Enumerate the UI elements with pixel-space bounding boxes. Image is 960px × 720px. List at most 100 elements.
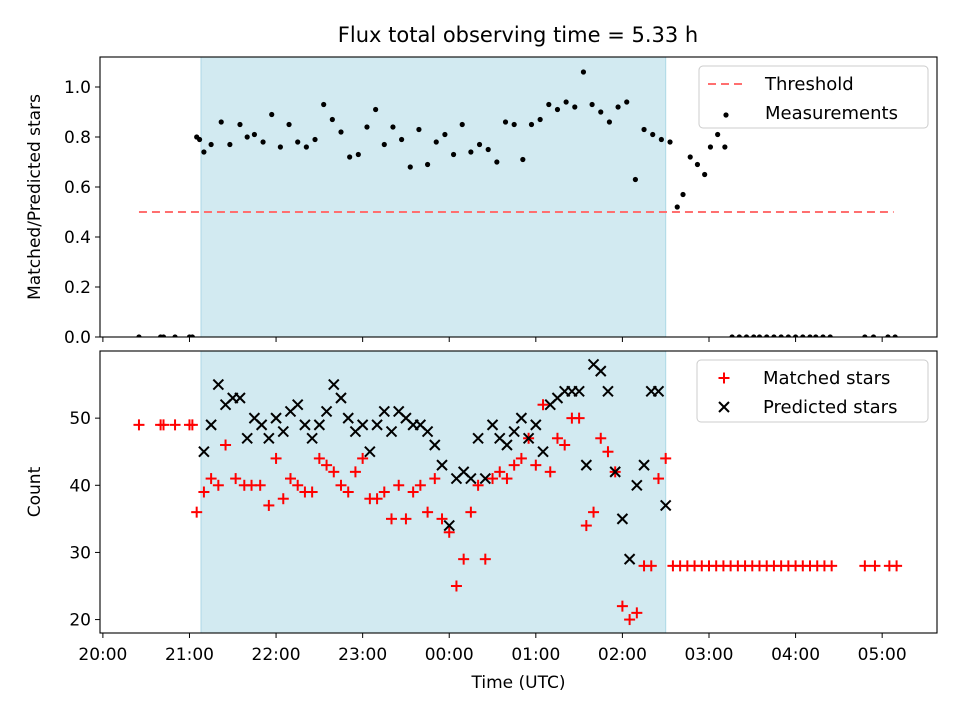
chart-title: Flux total observing time = 5.33 h bbox=[338, 23, 698, 47]
matched-star-point bbox=[530, 459, 542, 471]
measurement-point bbox=[355, 151, 361, 158]
measurement-point bbox=[237, 121, 243, 128]
measurement-point bbox=[476, 141, 483, 148]
predicted-star-point bbox=[580, 459, 593, 471]
measurement-point bbox=[807, 334, 813, 337]
measurement-point bbox=[520, 156, 526, 163]
predicted-star-point bbox=[328, 378, 340, 391]
measurement-point bbox=[407, 164, 413, 170]
matched-star-point bbox=[306, 486, 318, 498]
predicted-star-point bbox=[270, 412, 282, 424]
predicted-star-point bbox=[364, 446, 376, 458]
matched-star-point bbox=[277, 493, 289, 505]
legend-box bbox=[696, 359, 929, 423]
y-axis-label: Count bbox=[25, 466, 45, 517]
measurement-point bbox=[694, 161, 701, 168]
x-tick-label: 00:00 bbox=[425, 645, 474, 665]
x-tick-label: 04:00 bbox=[771, 645, 820, 665]
measurement-point bbox=[424, 161, 431, 168]
legend-box bbox=[698, 65, 929, 129]
legend-label: Measurements bbox=[765, 103, 898, 124]
measurement-point bbox=[598, 109, 604, 115]
matched-star-point bbox=[335, 479, 347, 491]
predicted-star-point bbox=[436, 459, 448, 471]
measurement-point bbox=[321, 101, 327, 108]
predicted-star-point bbox=[385, 425, 398, 438]
measurement-point bbox=[736, 334, 742, 337]
matched-star-point bbox=[321, 459, 333, 471]
measurement-point bbox=[624, 99, 630, 105]
measurement-point bbox=[771, 334, 777, 337]
matched-star-point bbox=[191, 506, 203, 518]
measurement-point bbox=[778, 334, 784, 337]
matched-star-point bbox=[624, 614, 636, 626]
matched-star-point bbox=[580, 520, 592, 532]
matched-star-point bbox=[465, 506, 477, 518]
measurement-point bbox=[792, 334, 799, 337]
predicted-star-point bbox=[299, 419, 311, 431]
measurement-point bbox=[785, 334, 791, 337]
matched-star-point bbox=[254, 479, 266, 491]
measurement-point bbox=[892, 334, 898, 337]
measurement-point bbox=[813, 334, 819, 337]
axes-frame bbox=[99, 56, 938, 338]
measurement-point bbox=[715, 131, 721, 138]
predicted-star-point bbox=[623, 553, 636, 565]
legend-predicted-swatch bbox=[718, 401, 730, 413]
matched-star-point bbox=[407, 486, 419, 498]
matched-star-point bbox=[220, 439, 232, 451]
predicted-star-point bbox=[421, 425, 434, 438]
matched-star-point bbox=[551, 432, 563, 444]
measurement-point bbox=[329, 116, 335, 123]
matched-star-point bbox=[869, 560, 881, 572]
matched-star-point bbox=[270, 452, 282, 464]
measurement-point bbox=[136, 334, 142, 337]
predicted-star-point bbox=[212, 378, 225, 391]
predicted-star-point bbox=[515, 412, 528, 424]
matched-star-point bbox=[588, 506, 600, 518]
y-tick-label: 0.8 bbox=[64, 128, 91, 148]
predicted-star-point bbox=[335, 392, 347, 404]
measurement-point bbox=[680, 191, 686, 198]
measurement-point bbox=[485, 146, 491, 153]
measurement-point bbox=[338, 129, 344, 135]
y-tick-label: 40 bbox=[69, 476, 91, 496]
legend: Matched stars Predicted stars bbox=[696, 359, 929, 423]
measurement-point bbox=[751, 334, 757, 337]
measurement-point bbox=[416, 126, 422, 133]
measurement-point bbox=[160, 334, 167, 337]
predicted-star-point bbox=[378, 405, 390, 418]
measurement-point bbox=[312, 136, 318, 143]
measurement-point bbox=[674, 204, 680, 210]
matched-star-point bbox=[544, 466, 556, 478]
bottom-panel: 20 30 40 50 20:00 21:00 22:00 23:00 00:00 01:00 02… bbox=[25, 350, 938, 693]
measurement-point bbox=[756, 334, 763, 337]
measurement-point bbox=[399, 136, 405, 143]
measurement-point bbox=[468, 149, 474, 155]
x-tick-label: 02:00 bbox=[598, 645, 647, 665]
y-axis-label: Matched/Predicted stars bbox=[25, 94, 45, 300]
measurement-point bbox=[528, 121, 535, 128]
x-tick-label: 03:00 bbox=[684, 645, 733, 665]
matched-star-point bbox=[443, 526, 455, 538]
measurement-point bbox=[189, 334, 195, 337]
matched-star-point bbox=[169, 419, 181, 431]
measurement-point bbox=[364, 124, 370, 130]
matched-star-point bbox=[573, 412, 585, 424]
matched-star-point bbox=[386, 513, 398, 525]
predicted-star-point bbox=[472, 432, 484, 444]
matched-star-point bbox=[859, 560, 871, 572]
matched-star-point bbox=[313, 452, 325, 464]
matched-star-point bbox=[393, 479, 405, 491]
legend-measurement-swatch bbox=[723, 112, 729, 118]
matched-star-point bbox=[891, 560, 903, 572]
measurement-point bbox=[827, 334, 833, 337]
matched-star-point bbox=[133, 419, 145, 431]
measurement-point bbox=[227, 141, 233, 148]
legend-label: Predicted stars bbox=[763, 397, 897, 418]
matched-star-point bbox=[660, 452, 672, 464]
matched-star-point bbox=[357, 452, 369, 464]
measurement-point bbox=[537, 116, 543, 123]
predicted-star-point bbox=[479, 472, 492, 485]
